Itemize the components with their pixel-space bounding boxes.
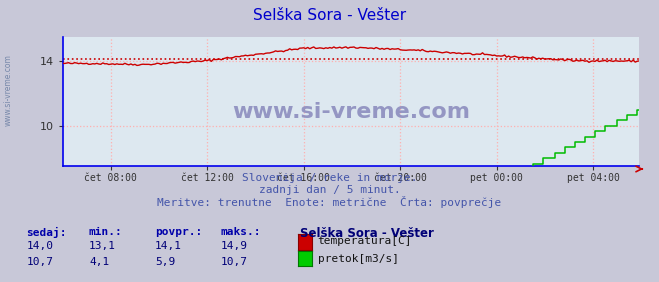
Text: www.si-vreme.com: www.si-vreme.com	[3, 54, 13, 126]
Text: www.si-vreme.com: www.si-vreme.com	[232, 102, 470, 122]
Text: 14,1: 14,1	[155, 241, 182, 251]
Text: maks.:: maks.:	[221, 227, 261, 237]
Text: pretok[m3/s]: pretok[m3/s]	[318, 254, 399, 264]
Text: povpr.:: povpr.:	[155, 227, 202, 237]
Text: Selška Sora - Vešter: Selška Sora - Vešter	[300, 227, 434, 240]
Text: 13,1: 13,1	[89, 241, 116, 251]
Text: temperatura[C]: temperatura[C]	[318, 236, 412, 246]
Text: min.:: min.:	[89, 227, 123, 237]
Text: Slovenija / reke in morje.: Slovenija / reke in morje.	[242, 173, 417, 183]
Text: 14,0: 14,0	[26, 241, 53, 251]
Text: 14,9: 14,9	[221, 241, 248, 251]
Text: 10,7: 10,7	[26, 257, 53, 266]
Text: sedaj:: sedaj:	[26, 227, 67, 238]
Text: 10,7: 10,7	[221, 257, 248, 266]
Text: zadnji dan / 5 minut.: zadnji dan / 5 minut.	[258, 185, 401, 195]
Text: Meritve: trenutne  Enote: metrične  Črta: povprečje: Meritve: trenutne Enote: metrične Črta: …	[158, 196, 501, 208]
Text: 5,9: 5,9	[155, 257, 175, 266]
Text: 4,1: 4,1	[89, 257, 109, 266]
Text: Selška Sora - Vešter: Selška Sora - Vešter	[253, 8, 406, 23]
